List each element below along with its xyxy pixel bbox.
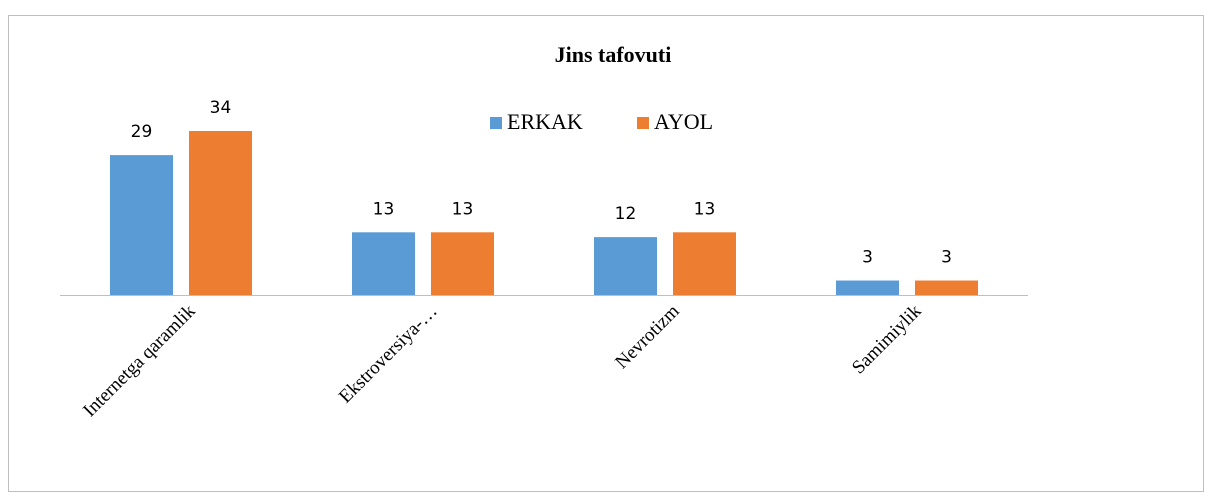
bar — [352, 232, 415, 295]
data-label: 13 — [452, 199, 474, 219]
data-label: 34 — [210, 98, 232, 118]
data-label: 13 — [373, 199, 395, 219]
bar — [673, 232, 736, 295]
data-label: 13 — [694, 199, 716, 219]
bar — [915, 280, 978, 295]
chart-title: Jins tafovuti — [555, 42, 672, 67]
data-label: 3 — [862, 248, 873, 268]
bar — [110, 155, 173, 295]
data-label: 12 — [615, 204, 637, 224]
bar — [189, 131, 252, 295]
bar — [836, 280, 899, 295]
bar — [594, 237, 657, 295]
legend-label: ERKAK — [507, 109, 583, 134]
data-label: 29 — [131, 122, 153, 142]
legend-swatch — [637, 117, 649, 129]
legend-swatch — [490, 117, 502, 129]
data-label: 3 — [941, 248, 952, 268]
legend-label: AYOL — [654, 109, 713, 134]
bar — [431, 232, 494, 295]
